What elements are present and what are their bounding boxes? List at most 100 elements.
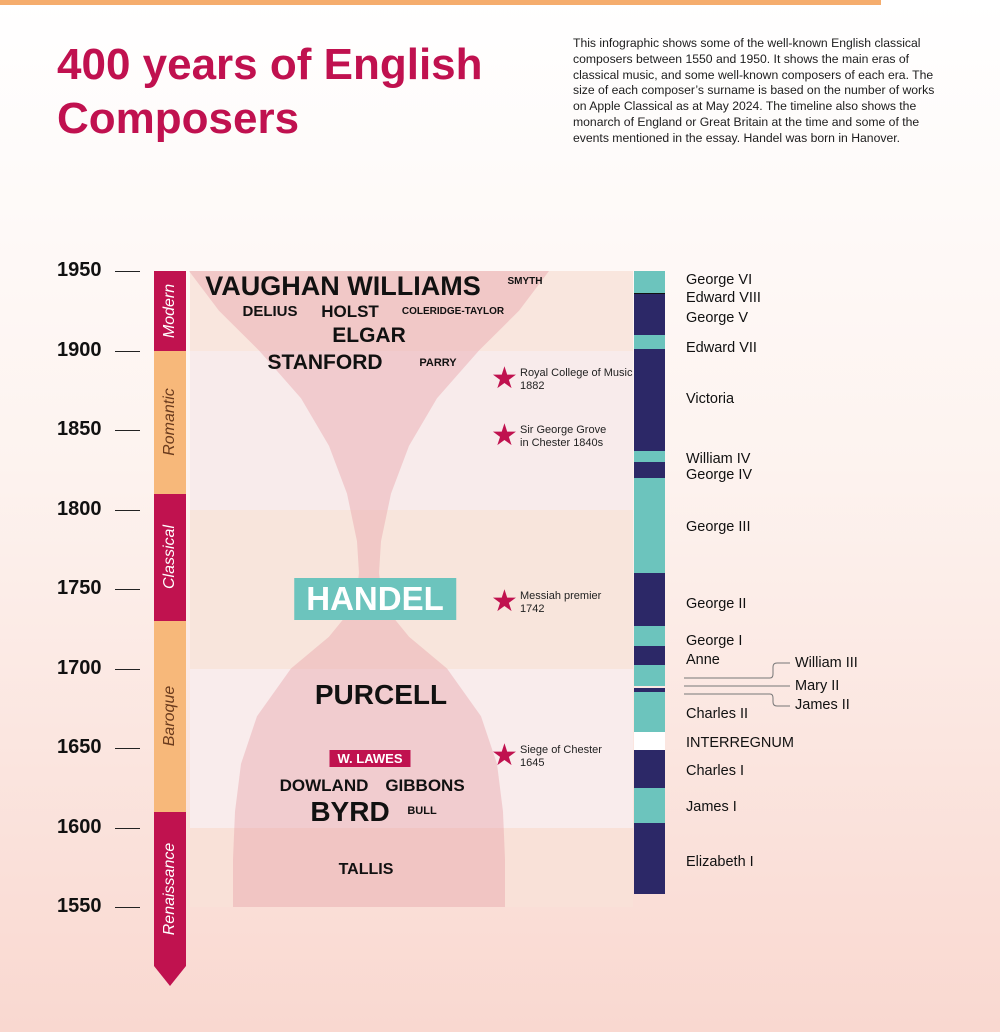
composer-holst: HOLST (321, 302, 379, 322)
star-icon: ★ (491, 738, 518, 772)
composer-parry: PARRY (419, 356, 457, 369)
year-tick (115, 350, 140, 352)
composer-coleridge-taylor: COLERIDGE-TAYLOR (401, 306, 505, 318)
year-tick (115, 430, 140, 431)
monarch-george-iv: George IV (686, 467, 753, 483)
event-label: Royal College of Music (520, 367, 633, 380)
star-icon: ★ (491, 419, 518, 453)
event-detail: 1742 (520, 602, 545, 615)
composer-vaughan-williams: VAUGHAN WILLIAMS (205, 270, 481, 301)
monarch-william-iii: William III (795, 655, 858, 671)
monarch-james-i: James I (686, 799, 737, 815)
year-label: 1650 (57, 736, 102, 758)
composer-delius: DELIUS (242, 303, 298, 321)
reign-elizabeth-i (634, 822, 665, 895)
monarch-charles-i: Charles I (686, 763, 745, 779)
year-label: 1750 (57, 577, 102, 599)
composer-purcell: PURCELL (314, 678, 448, 710)
composer-elgar: ELGAR (332, 323, 406, 347)
title-underline (0, 0, 881, 5)
composer-stanford: STANFORD (267, 350, 383, 374)
reign-george-iii (634, 477, 665, 574)
event-messiah-premier: Messiah premier 1742 (520, 590, 601, 616)
year-tick (115, 907, 140, 908)
event-detail: in Chester 1840s (520, 437, 604, 450)
monarch-anne: Anne (686, 652, 720, 668)
event-label: Messiah premier (520, 589, 602, 602)
monarch-james-ii: James II (795, 697, 850, 713)
composer-w-lawes: W. LAWES (329, 749, 411, 767)
year-tick (115, 668, 140, 670)
description-text: This infographic shows some of the well-… (573, 36, 935, 145)
reign-victoria (634, 348, 665, 451)
year-label: 1600 (57, 815, 102, 838)
monarch-william-iv: William IV (686, 451, 751, 467)
monarch-george-ii: George II (686, 596, 747, 612)
monarch-victoria: Victoria (686, 391, 735, 407)
era-baroque: Baroque (154, 620, 186, 812)
reign-charles-ii (634, 692, 665, 733)
composer-bull: BULL (407, 805, 437, 817)
era-band (190, 668, 633, 828)
era-romantic: Romantic (154, 350, 186, 494)
era-band (190, 271, 633, 351)
monarch-george-i: George I (686, 633, 743, 649)
reign-james-i (634, 787, 665, 823)
reign-james-ii (634, 687, 665, 693)
composer-handel: HANDEL (294, 578, 456, 621)
monarch-george-vi: George VI (686, 272, 753, 288)
reign-george-iv (634, 461, 665, 478)
year-label: 1900 (57, 338, 102, 361)
event-detail: 1882 (520, 380, 545, 393)
monarch-edward-viii: Edward VIII (686, 290, 761, 306)
reign-william-iii (634, 665, 665, 686)
event-label: Sir George Grove (520, 424, 607, 437)
era-classical: Classical (154, 493, 186, 621)
monarch-mary-ii: Mary II (795, 678, 840, 694)
timeline-arrow-icon (154, 966, 186, 986)
event-siege-of-chester: Siege of Chester 1645 (520, 744, 602, 770)
monarch-interregnum: INTERREGNUM (686, 735, 794, 751)
monarch-elizabeth-i: Elizabeth I (686, 854, 754, 870)
year-tick (115, 827, 140, 829)
reign-george-v (634, 293, 665, 335)
monarch-edward-vii: Edward VII (686, 340, 757, 356)
reign-edward-vii (634, 334, 665, 349)
composer-dowland: DOWLAND (279, 775, 369, 795)
year-label: 1800 (57, 497, 102, 520)
era-modern: Modern (154, 271, 186, 351)
composer-tallis: TALLIS (338, 860, 394, 878)
reign-george-vi (634, 271, 665, 294)
edward-viii-line (634, 293, 665, 295)
year-tick (115, 589, 140, 590)
monarch-connector-line (684, 662, 790, 679)
reign-william-iv (634, 450, 665, 462)
year-tick (115, 509, 140, 511)
event-royal-college-of-music: Royal College of Music 1882 (520, 367, 633, 393)
monarch-george-iii: George III (686, 519, 751, 535)
reign-anne (634, 646, 665, 666)
event-label: Siege of Chester (520, 743, 602, 756)
event-sir-george-grove: Sir George Grove in Chester 1840s (520, 424, 606, 450)
year-label: 1550 (57, 895, 102, 917)
year-label: 1700 (57, 656, 102, 679)
era-band (190, 827, 633, 907)
era-renaissance: Renaissance (154, 811, 186, 966)
monarch-connector-line (684, 693, 790, 707)
reign-george-i (634, 625, 665, 647)
reign-charles-i (634, 749, 665, 788)
event-detail: 1645 (520, 756, 545, 769)
reign-interregnum (634, 732, 665, 750)
monarch-charles-ii: Charles II (686, 706, 749, 722)
year-tick (115, 271, 140, 272)
page-title: 400 years of English Composers (57, 40, 483, 143)
reign-george-ii (634, 573, 665, 626)
composer-gibbons: GIBBONS (385, 775, 465, 795)
era-band (190, 350, 633, 510)
year-label: 1950 (57, 259, 102, 281)
composer-smyth: SMYTH (507, 276, 543, 288)
year-tick (115, 748, 140, 749)
year-label: 1850 (57, 418, 102, 440)
star-icon: ★ (491, 584, 518, 618)
